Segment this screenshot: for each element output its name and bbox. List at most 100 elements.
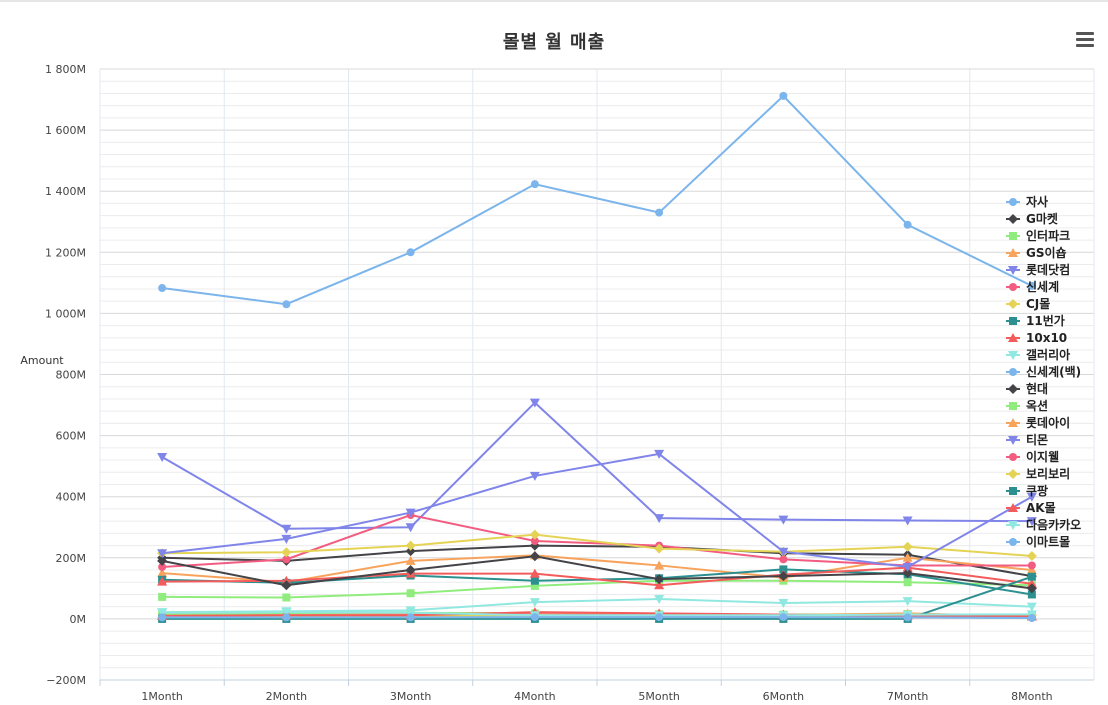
legend-item[interactable]: 신세계(백) [1006,364,1081,379]
legend-label[interactable]: 롯데아이 [1026,415,1070,430]
legend-marker[interactable] [1009,402,1017,410]
data-point[interactable] [654,514,665,524]
data-point[interactable] [1026,492,1037,502]
data-point[interactable] [902,516,913,526]
legend-label[interactable]: 신세계(백) [1026,364,1081,379]
data-point[interactable] [1026,583,1037,594]
data-point[interactable] [405,523,416,533]
legend-item[interactable]: GS이숍 [1006,245,1067,260]
series-line[interactable] [161,555,1033,590]
data-point[interactable] [406,248,415,257]
legend-label[interactable]: 현대 [1026,381,1048,396]
data-point[interactable] [282,593,291,602]
legend-label[interactable]: AK몰 [1026,501,1056,515]
legend-marker[interactable] [1008,436,1018,445]
data-point[interactable] [405,540,416,551]
data-point[interactable] [405,546,416,557]
legend-marker[interactable] [1009,487,1017,495]
legend-marker[interactable] [1009,453,1017,461]
data-point[interactable] [654,543,665,554]
legend-marker[interactable] [1008,351,1018,360]
series-line[interactable] [162,579,1032,599]
legend-item[interactable]: 티몬 [1006,432,1048,447]
data-point[interactable] [529,529,540,540]
data-point[interactable] [779,91,788,100]
series-line[interactable] [161,94,1033,306]
data-point[interactable] [157,452,168,462]
data-point[interactable] [902,568,913,579]
data-point[interactable] [654,580,665,590]
data-point[interactable] [158,562,167,571]
data-point[interactable] [405,608,416,618]
legend-label[interactable]: 11번가 [1026,313,1065,328]
data-point[interactable] [1026,550,1037,561]
legend-item[interactable]: 인터파크 [1006,228,1070,243]
data-point[interactable] [530,581,539,590]
data-point[interactable] [405,565,416,576]
legend-label[interactable]: 티몬 [1026,432,1048,447]
data-point[interactable] [157,549,168,559]
data-point[interactable] [530,536,539,545]
data-point[interactable] [529,471,540,481]
data-point[interactable] [1027,590,1036,599]
legend-marker[interactable] [1009,198,1017,206]
legend-item[interactable]: 신세계 [1006,279,1059,294]
legend-item[interactable]: 롯데아이 [1006,415,1070,430]
legend-item[interactable]: G마켓 [1006,211,1058,226]
data-point[interactable] [779,613,788,622]
data-point[interactable] [1027,281,1036,290]
legend-label[interactable]: 쿠팡 [1026,483,1048,498]
data-point[interactable] [281,580,292,591]
legend-label[interactable]: 보리보리 [1026,466,1070,481]
legend-item[interactable]: 이마트몰 [1006,534,1070,549]
data-point[interactable] [157,608,168,618]
data-point[interactable] [281,547,292,558]
data-point[interactable] [157,568,168,578]
legend-marker[interactable] [1009,232,1017,240]
legend-marker[interactable] [1008,503,1018,512]
data-point[interactable] [903,578,912,587]
data-point[interactable] [902,552,913,562]
data-point[interactable] [281,608,292,618]
legend-marker[interactable] [1008,333,1018,342]
legend-label[interactable]: 이지웰 [1026,449,1059,464]
legend-label[interactable]: CJ몰 [1026,297,1050,311]
series-line[interactable] [162,452,1033,568]
data-point[interactable] [529,568,540,578]
legend-label[interactable]: 이마트몰 [1026,534,1070,549]
data-point[interactable] [158,284,167,293]
data-point[interactable] [157,555,168,566]
legend-marker[interactable] [1008,299,1018,309]
data-point[interactable] [158,592,167,601]
legend-marker[interactable] [1008,521,1018,530]
data-point[interactable] [902,541,913,552]
legend-label[interactable]: 10x10 [1026,331,1067,345]
data-point[interactable] [158,613,167,622]
series-line[interactable] [162,598,1032,614]
legend-marker[interactable] [1008,266,1018,275]
data-point[interactable] [529,598,540,608]
data-point[interactable] [903,220,912,229]
data-point[interactable] [778,571,789,582]
data-point[interactable] [655,613,664,622]
legend-marker[interactable] [1009,538,1017,546]
legend-item[interactable]: 10x10 [1006,331,1067,345]
series-line[interactable] [162,575,1033,620]
data-point[interactable] [1026,517,1037,527]
series-line[interactable] [162,616,1032,619]
legend-item[interactable]: 자사 [1006,194,1048,209]
legend-label[interactable]: 갤러리아 [1026,347,1070,362]
data-point[interactable] [530,180,539,189]
data-point[interactable] [529,551,540,562]
legend-label[interactable]: 자사 [1026,194,1048,209]
data-point[interactable] [405,508,416,518]
legend-item[interactable]: AK몰 [1006,501,1056,515]
data-point[interactable] [282,613,291,622]
data-point[interactable] [779,555,788,564]
data-point[interactable] [157,576,168,586]
data-point[interactable] [1026,565,1037,575]
legend-item[interactable]: 보리보리 [1006,466,1070,481]
legend-marker[interactable] [1008,384,1018,394]
data-point[interactable] [1026,578,1037,588]
legend-marker[interactable] [1008,469,1018,479]
